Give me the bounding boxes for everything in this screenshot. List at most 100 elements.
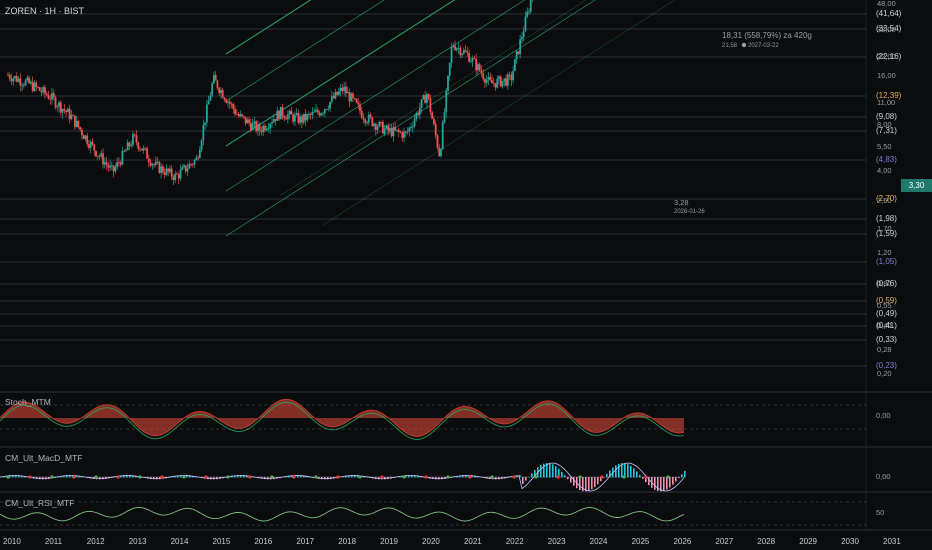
candle-body	[88, 144, 90, 148]
candle-body	[35, 82, 38, 87]
time-axis-tick: 2014	[170, 537, 189, 546]
candle-body	[154, 161, 157, 165]
macd-hist-bar	[609, 470, 611, 478]
macd-hist-bar	[354, 475, 356, 478]
time-axis-tick: 2027	[715, 537, 734, 546]
candle-body	[123, 150, 126, 152]
candle-body	[413, 119, 416, 127]
macd-hist-bar	[669, 477, 671, 488]
candle-body	[452, 45, 455, 47]
macd-cross-dot	[622, 475, 626, 479]
macd-hist-bar	[405, 475, 407, 478]
candle-body	[315, 109, 317, 112]
channel-line	[322, 0, 676, 226]
macd-hist-bar	[528, 476, 530, 478]
macd-hist-bar	[564, 475, 566, 478]
candle-body	[227, 101, 229, 103]
rsi-pane-label[interactable]: CM_Ult_RSI_MTF	[5, 498, 75, 508]
price-axis-tick: 32,00	[877, 25, 896, 34]
candle-body	[524, 16, 527, 32]
candle-body	[528, 11, 530, 13]
candle-body	[54, 97, 57, 108]
candle-body	[202, 124, 205, 141]
macd-cross-dot	[182, 475, 186, 479]
macd-cross-dot	[270, 475, 274, 479]
candle-body	[348, 91, 351, 102]
candle-body	[362, 117, 365, 120]
macd-hist-bar	[666, 477, 668, 490]
candle-body	[411, 126, 414, 128]
macd-cross-dot	[446, 475, 450, 479]
macd-hist-bar	[555, 466, 557, 478]
macd-hist-bar	[123, 475, 125, 478]
candle-body	[191, 164, 194, 166]
stoch-pane-label[interactable]: Stoch_MTM	[5, 397, 51, 407]
candle-body	[42, 87, 45, 93]
candle-body	[232, 103, 235, 109]
macd-hist-bar	[636, 471, 638, 478]
candle-body	[133, 134, 136, 136]
stoch-line	[0, 398, 685, 437]
macd-cross-dot	[138, 475, 142, 479]
candle-body	[306, 114, 309, 121]
macd-hist-bar	[561, 471, 563, 478]
candle-body	[406, 131, 409, 133]
candle-body	[512, 71, 515, 81]
macd-hist-bar	[552, 464, 554, 478]
macd-hist-bar	[3, 476, 5, 478]
macd-pane-label[interactable]: CM_Ult_MacD_MTF	[5, 453, 83, 463]
candle-body	[468, 53, 471, 62]
macd-cross-dot	[600, 475, 604, 479]
price-axis-tick: 2,50	[877, 196, 892, 205]
candle-body	[33, 82, 36, 91]
candle-body	[176, 173, 178, 175]
candle-body	[436, 135, 439, 148]
candle-body	[353, 98, 356, 99]
channel-line	[225, 0, 596, 237]
candle-body	[163, 172, 166, 175]
candle-body	[89, 141, 92, 148]
price-axis-tick: 22,00	[877, 52, 896, 61]
candle-body	[369, 114, 372, 118]
candle-body	[385, 125, 388, 129]
time-axis-tick: 2028	[757, 537, 776, 546]
candle-body	[22, 85, 25, 87]
channel-line	[225, 0, 526, 192]
price-axis-tick: 16,00	[877, 71, 896, 80]
candle-body	[279, 106, 282, 120]
macd-hist-bar	[519, 475, 521, 478]
candle-body	[434, 124, 437, 136]
candle-body	[418, 107, 421, 115]
candle-body	[221, 90, 224, 98]
macd-hist-bar	[300, 475, 302, 478]
macd-hist-bar	[78, 475, 80, 478]
macd-hist-bar	[60, 476, 62, 478]
candle-body	[29, 81, 32, 84]
level-label: (0,49)	[876, 309, 897, 318]
candle-body	[290, 110, 293, 115]
candle-body	[341, 87, 344, 91]
candle-body	[466, 51, 469, 54]
candle-body	[119, 162, 122, 165]
time-axis-tick: 2031	[883, 537, 901, 546]
macd-cross-dot	[72, 475, 76, 479]
candle-body	[389, 128, 391, 131]
candle-body	[183, 165, 185, 168]
candle-body	[515, 51, 518, 60]
candle-body	[345, 86, 347, 94]
macd-hist-bar	[75, 475, 77, 478]
candle-body	[508, 74, 511, 76]
time-axis-tick: 2018	[338, 537, 357, 546]
candle-body	[431, 112, 434, 119]
candle-body	[427, 94, 430, 99]
symbol-title[interactable]: ZOREN · 1H · BIST	[5, 6, 85, 16]
candle-body	[47, 95, 50, 99]
macd-hist-bar	[291, 475, 293, 478]
candle-body	[235, 113, 238, 115]
macd-hist-bar	[522, 477, 524, 484]
candle-body	[246, 119, 249, 124]
candle-body	[360, 110, 363, 118]
macd-hist-bar	[66, 475, 68, 478]
